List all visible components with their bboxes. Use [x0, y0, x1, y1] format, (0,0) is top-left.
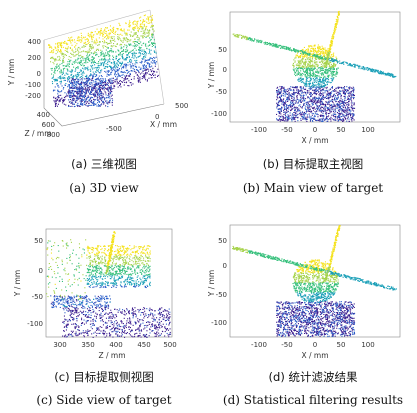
tick-label: 450: [137, 341, 150, 349]
panel-c-side-view: 50 0 -50 -100 Y / mm 300 350 400 450 500…: [0, 215, 208, 365]
z-axis-label-a: Z / mm: [24, 129, 51, 138]
tick-label: -50: [216, 88, 227, 96]
x-axis-label-a: X / mm: [150, 120, 177, 129]
tick-label: -100: [251, 341, 267, 349]
caption-d-en: (d) Statistical filtering results: [222, 393, 404, 407]
plot-frame: [229, 224, 401, 338]
y-axis-label-b: Y / mm: [208, 62, 216, 90]
x-ticks-a: 500 0 -500: [106, 102, 188, 133]
y-axis-label-c: Y / mm: [13, 270, 22, 298]
tick-label: 50: [218, 237, 227, 245]
caption-b-en: (b) Main view of target: [242, 181, 384, 195]
tick-label: -100: [251, 126, 267, 134]
caption-d-cn: (d) 统计滤波结果: [268, 370, 358, 384]
tick-label: 500: [175, 102, 188, 110]
tick-label: -50: [32, 293, 43, 301]
tick-label: 400: [28, 38, 41, 46]
x-ticks-b: -100 -50 0 50 100: [251, 126, 375, 134]
tick-label: -50: [216, 291, 227, 299]
caption-a-cn: (a) 三维视图: [71, 157, 137, 171]
x-ticks-d: -100 -50 0 50 100: [251, 341, 375, 349]
panel-b-main-view: 50 0 -50 -100 Y / mm -100 -50 0 50 100 X…: [207, 0, 417, 150]
caption-a-en: (a) 3D view: [69, 181, 139, 195]
z-ticks-a: 400 600 800: [37, 111, 60, 139]
panel-d-filter-result: 50 0 -50 -100 Y / mm -100 -50 0 50 100 X…: [207, 215, 417, 365]
plot-frame: [45, 228, 173, 338]
plot-frame: [229, 11, 401, 123]
tick-label: -500: [106, 125, 122, 133]
tick-label: -50: [281, 341, 292, 349]
tick-label: 300: [53, 341, 66, 349]
x-axis-label-c: Z / mm: [98, 351, 125, 360]
y-ticks-c: 50 0 -50 -100: [27, 237, 43, 328]
tick-label: -100: [211, 110, 227, 118]
y-ticks-d: 50 0 -50 -100: [211, 237, 227, 327]
plot-filter-result: 50 0 -50 -100 Y / mm -100 -50 0 50 100 X…: [207, 224, 401, 360]
caption-b-cn: (b) 目标提取主视图: [262, 157, 364, 171]
tick-label: -100: [211, 319, 227, 327]
tick-label: 200: [28, 54, 41, 62]
plot-main-view: 50 0 -50 -100 Y / mm -100 -50 0 50 100 X…: [207, 10, 401, 145]
tick-label: 500: [163, 341, 176, 349]
plot-side-view: 50 0 -50 -100 Y / mm 300 350 400 450 500…: [13, 228, 177, 360]
plot-3d-view: 400 200 0 -100 -200 Y / mm 400 600 800 Z…: [7, 9, 188, 139]
tick-label: 100: [361, 126, 374, 134]
point-cloud-3d: [48, 14, 159, 108]
tick-label: -50: [281, 126, 292, 134]
point-cloud-filtered: [232, 225, 397, 338]
caption-c-cn: (c) 目标提取侧视图: [54, 370, 154, 384]
tick-label: 600: [42, 121, 55, 129]
y-axis-label-d: Y / mm: [208, 270, 216, 298]
x-axis-label-b: X / mm: [301, 136, 328, 145]
tick-label: -200: [25, 92, 41, 100]
tick-label: 0: [39, 267, 43, 275]
point-cloud-main: [232, 10, 397, 122]
tick-label: 50: [218, 46, 227, 54]
tick-label: 800: [47, 131, 60, 139]
tick-label: 400: [37, 111, 50, 119]
tick-label: 50: [337, 126, 346, 134]
point-cloud-side: [46, 231, 171, 338]
tick-label: -100: [25, 81, 41, 89]
tick-label: -100: [27, 320, 43, 328]
tick-label: 100: [361, 341, 374, 349]
panel-a-3d-view: 400 200 0 -100 -200 Y / mm 400 600 800 Z…: [0, 0, 208, 150]
tick-label: 400: [109, 341, 122, 349]
tick-label: 0: [223, 262, 227, 270]
caption-c-en: (c) Side view of target: [36, 393, 172, 407]
x-axis-label-d: X / mm: [301, 351, 328, 360]
tick-label: 0: [223, 66, 227, 74]
tick-label: 50: [337, 341, 346, 349]
y-ticks-b: 50 0 -50 -100: [211, 46, 227, 118]
tick-label: 350: [81, 341, 94, 349]
tick-label: 50: [34, 237, 43, 245]
tick-label: 0: [313, 126, 317, 134]
tick-label: 0: [313, 341, 317, 349]
x-ticks-c: 300 350 400 450 500: [53, 341, 176, 349]
y-axis-label-a: Y / mm: [7, 59, 16, 87]
y-ticks-a: 400 200 0 -100 -200: [25, 38, 41, 100]
tick-label: 0: [155, 113, 159, 121]
tick-label: 0: [37, 70, 41, 78]
